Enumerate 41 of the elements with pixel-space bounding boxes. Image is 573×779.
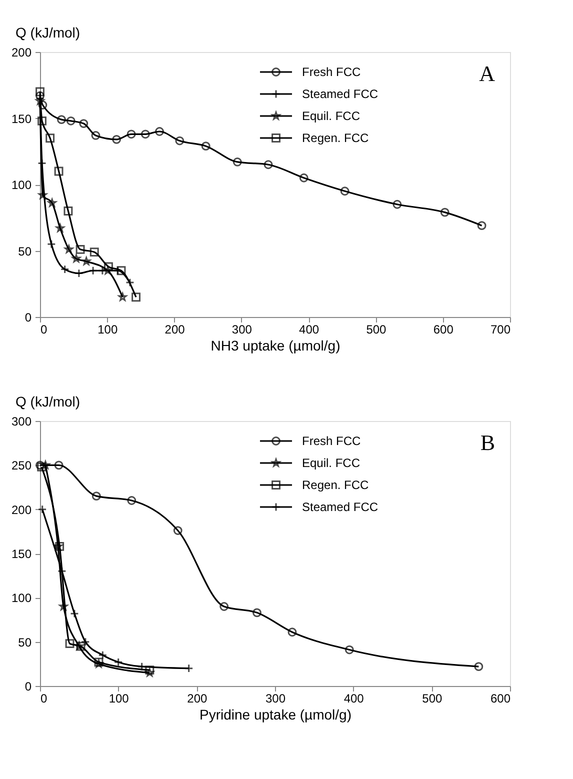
annotation: A [479,61,496,86]
legend-label: Regen. FCC [302,478,370,492]
x-tick-label: 0 [40,322,48,336]
legend-label: Fresh FCC [302,65,362,79]
legend-label: Steamed FCC [302,500,378,514]
x-tick-label: 200 [164,322,186,336]
x-axis-title: Pyridine uptake (µmol/g) [199,706,352,722]
y-axis-title: Q (kJ/mol) [16,394,80,410]
y-tick-label: 150 [11,112,32,126]
x-tick-label: 300 [265,692,286,706]
legend-label: Equil. FCC [302,456,360,470]
x-tick-label: 600 [433,322,454,336]
legend-label: Steamed FCC [302,87,378,101]
x-tick-label: 500 [366,322,387,336]
y-tick-label: 200 [11,46,32,60]
y-tick-label: 300 [11,414,32,428]
y-tick-label: 100 [11,591,32,606]
y-tick-label: 50 [18,244,32,258]
y-tick-label: 0 [24,310,32,324]
x-tick-label: 700 [490,322,511,336]
x-tick-label: 400 [299,322,320,336]
legend-label: Regen. FCC [302,131,370,145]
x-tick-label: 100 [108,692,130,706]
y-tick-label: 100 [11,178,32,192]
y-tick-label: 0 [24,680,32,694]
x-tick-label: 500 [422,692,442,706]
x-tick-label: 0 [40,692,48,706]
y-tick-label: 150 [11,547,32,561]
annotation: B [480,430,495,455]
legend-label: Fresh FCC [302,434,362,448]
y-tick-label: 50 [18,635,32,650]
x-tick-label: 200 [187,692,208,706]
y-tick-label: 250 [11,458,32,473]
x-tick-label: 400 [344,692,364,706]
x-tick-label: 100 [98,322,118,336]
x-tick-label: 600 [490,692,511,706]
x-axis-title: NH3 uptake (µmol/g) [210,338,340,354]
legend-label: Equil. FCC [302,109,360,123]
y-tick-label: 200 [11,502,32,517]
x-tick-label: 300 [232,322,252,336]
y-axis-title: Q (kJ/mol) [16,24,80,40]
